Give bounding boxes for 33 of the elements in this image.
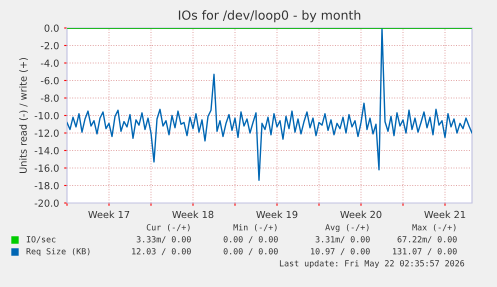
y-tick-label: -6.0 [40,76,59,84]
text: Last update: Fri May 22 02:35:57 2026 [280,260,464,268]
x-tick-label: Week 20 [340,210,382,218]
y-tick-label: -4.0 [40,59,59,67]
text: 10.97 / 0.00 [311,248,370,256]
x-tick-label: Week 17 [88,210,130,218]
text: Cur (-/+) [146,224,190,232]
text: 0.00 / 0.00 [224,248,278,256]
text: Min (-/+) [234,224,277,232]
text: 12.03 / 0.00 [132,248,191,256]
y-tick-label: -18.0 [34,182,59,190]
x-tick-label: Week 18 [172,210,214,218]
y-tick-label: -10.0 [34,112,59,120]
text: 67.22m/ 0.00 [398,236,457,244]
y-tick-label: -8.0 [40,94,59,102]
text: Avg (-/+) [325,224,369,232]
text: 131.07 / 0.00 [393,248,457,256]
x-tick-label: Week 19 [256,210,298,218]
text: 3.31m/ 0.00 [316,236,370,244]
y-tick-label: -14.0 [34,146,59,154]
x-tick-label: Week 21 [424,210,466,218]
y-tick-label: -16.0 [34,164,59,172]
y-tick-label: -2.0 [40,42,59,50]
text: 3.33m/ 0.00 [136,236,191,244]
y-axis-title: Units read (-) / write (+) [19,58,28,174]
y-tick-label: -20.0 [34,199,59,207]
y-tick-label: 0.0 [44,24,59,32]
y-tick-label: -12.0 [34,129,59,137]
text: Max (-/+) [412,224,456,232]
chart-title: IOs for /dev/loop0 - by month [178,10,360,22]
text: 0.00 / 0.00 [224,236,278,244]
legend-label: Req Size (KB) [26,248,90,256]
legend-label: IO/sec [26,236,56,244]
